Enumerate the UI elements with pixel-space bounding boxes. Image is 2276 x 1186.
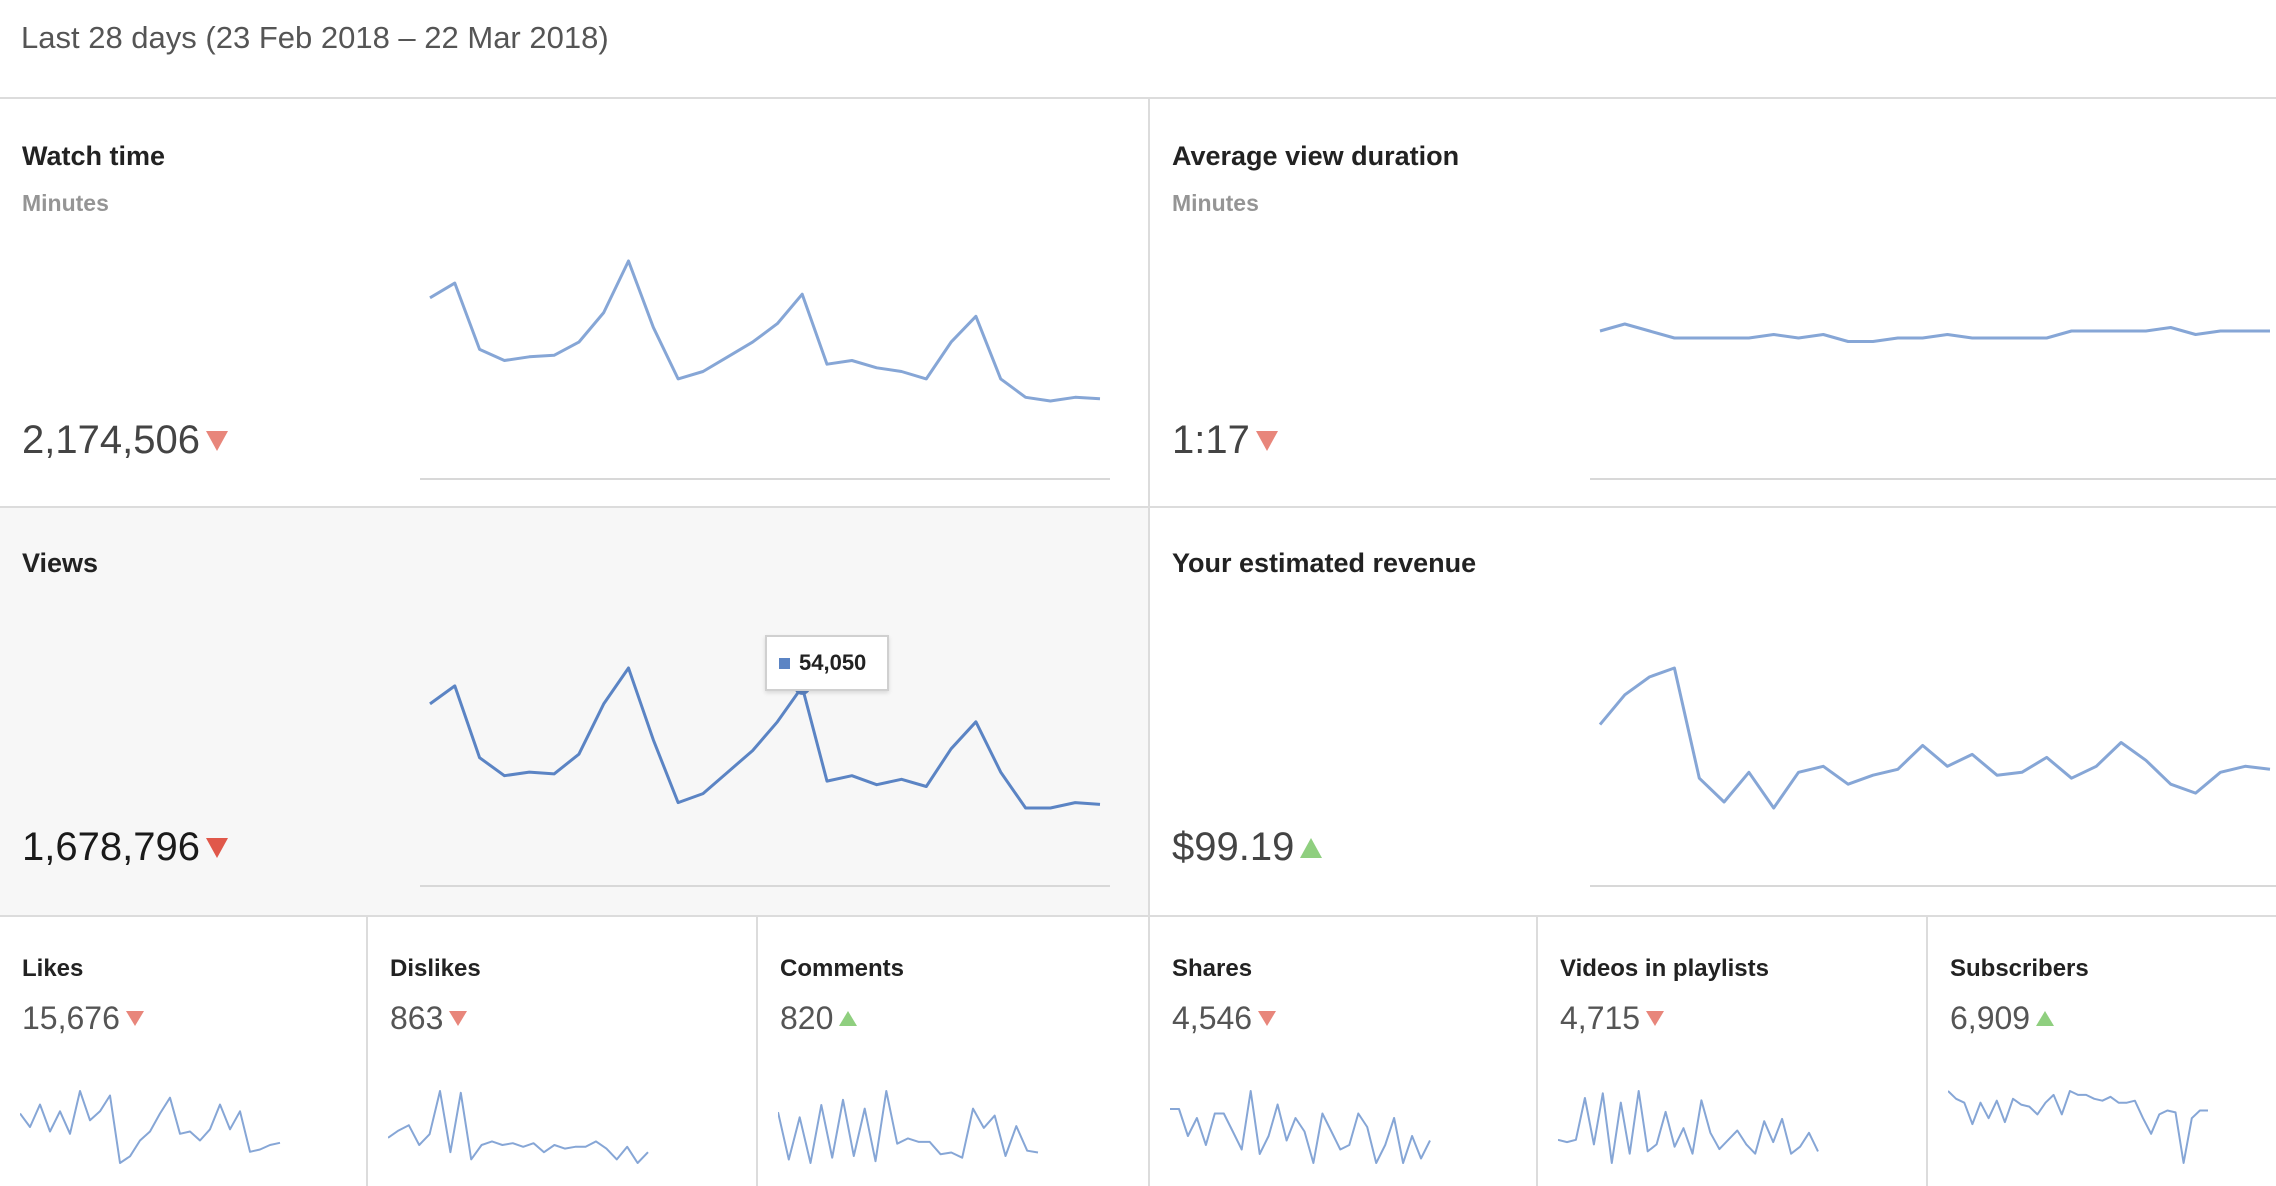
series-line: [1948, 1090, 2208, 1164]
card-title: Comments: [780, 955, 905, 982]
series-line: [429, 666, 1101, 810]
videos-in-playlists-sparkline: [1558, 1090, 1819, 1164]
views-sparkline: [420, 666, 1110, 887]
series-line: [20, 1090, 281, 1164]
views-tooltip: 54,050: [765, 635, 889, 691]
estimated-revenue-card[interactable]: Your estimated revenue $99.19: [1150, 508, 2276, 915]
card-title: Shares: [1172, 955, 1253, 982]
metric-value: 863: [390, 1000, 444, 1036]
grid-divider: [1926, 917, 1928, 1186]
metric-value: 1,678,796: [22, 825, 200, 869]
date-range-label: Last 28 days (23 Feb 2018 – 22 Mar 2018): [21, 20, 609, 55]
metric-value-row: 4,546: [1172, 1000, 1277, 1037]
series-swatch-icon: [779, 657, 790, 669]
metric-value-row: 863: [390, 1000, 468, 1037]
metric-value: 2,174,506: [22, 418, 200, 462]
metric-value: 820: [780, 1000, 834, 1036]
grid-divider: [0, 915, 2276, 917]
card-title: Your estimated revenue: [1172, 548, 1477, 578]
card-title: Watch time: [22, 141, 166, 171]
series-line: [388, 1090, 649, 1164]
trend-up-icon: [1300, 837, 1323, 858]
metric-value-row: 1,678,796: [22, 825, 228, 870]
metric-value-row: 1:17: [1172, 418, 1278, 463]
trend-down-icon: [125, 1011, 144, 1026]
card-title: Dislikes: [390, 955, 481, 982]
series-line: [1599, 322, 2270, 343]
metric-value: 4,715: [1560, 1000, 1641, 1036]
comments-sparkline: [778, 1090, 1039, 1164]
likes-sparkline: [20, 1090, 281, 1164]
trend-down-icon: [1258, 1011, 1277, 1026]
grid-divider: [1536, 917, 1538, 1186]
card-title: Subscribers: [1950, 955, 2089, 982]
watch-time-sparkline: [420, 259, 1110, 480]
trend-down-icon: [449, 1011, 468, 1026]
revenue-sparkline: [1590, 666, 2276, 887]
card-title: Videos in playlists: [1560, 955, 1769, 982]
metric-value-row: 15,676: [22, 1000, 144, 1037]
metric-value-row: 820: [780, 1000, 858, 1037]
card-title: Average view duration: [1172, 141, 1460, 171]
comments-card[interactable]: Comments 820: [758, 917, 1148, 1186]
avg-view-duration-card[interactable]: Average view duration Minutes 1:17: [1150, 101, 2276, 506]
shares-sparkline: [1170, 1090, 1431, 1164]
metric-value: 4,546: [1172, 1000, 1253, 1036]
trend-down-icon: [205, 837, 228, 858]
grid-divider: [1148, 99, 1150, 1186]
metric-value-row: 6,909: [1950, 1000, 2055, 1037]
trend-up-icon: [2036, 1011, 2055, 1026]
videos-in-playlists-card[interactable]: Videos in playlists 4,715: [1538, 917, 1926, 1186]
date-range-header: Last 28 days (23 Feb 2018 – 22 Mar 2018): [0, 0, 2276, 99]
grid-divider: [366, 917, 368, 1186]
metric-value: 1:17: [1172, 418, 1250, 462]
avg-view-duration-sparkline: [1590, 322, 2276, 480]
grid-divider: [756, 917, 758, 1186]
series-line: [1170, 1090, 1431, 1164]
metric-value: $99.19: [1172, 825, 1295, 869]
grid-divider: [0, 506, 2276, 508]
card-subtitle: Minutes: [22, 190, 109, 216]
trend-down-icon: [1255, 430, 1278, 451]
metric-value-row: $99.19: [1172, 825, 1323, 870]
dislikes-sparkline: [388, 1090, 649, 1164]
views-card[interactable]: Views 1,678,796: [0, 508, 1148, 915]
trend-down-icon: [1646, 1011, 1665, 1026]
tooltip-value: 54,050: [799, 650, 867, 675]
series-line: [1558, 1090, 1819, 1164]
trend-up-icon: [839, 1011, 858, 1026]
trend-down-icon: [205, 430, 228, 451]
metric-value-row: 2,174,506: [22, 418, 228, 463]
likes-card[interactable]: Likes 15,676: [0, 917, 366, 1186]
series-line: [1598, 666, 2271, 810]
dislikes-card[interactable]: Dislikes 863: [368, 917, 756, 1186]
metric-value: 15,676: [22, 1000, 120, 1036]
metric-value: 6,909: [1950, 1000, 2031, 1036]
subscribers-sparkline: [1948, 1090, 2208, 1164]
card-subtitle: Minutes: [1172, 190, 1259, 216]
card-title: Likes: [22, 955, 84, 982]
series-line: [429, 259, 1101, 403]
watch-time-card[interactable]: Watch time Minutes 2,174,506: [0, 101, 1148, 506]
series-line: [778, 1090, 1039, 1164]
shares-card[interactable]: Shares 4,546: [1150, 917, 1536, 1186]
metric-value-row: 4,715: [1560, 1000, 1665, 1037]
subscribers-card[interactable]: Subscribers 6,909: [1928, 917, 2276, 1186]
card-title: Views: [22, 548, 99, 578]
